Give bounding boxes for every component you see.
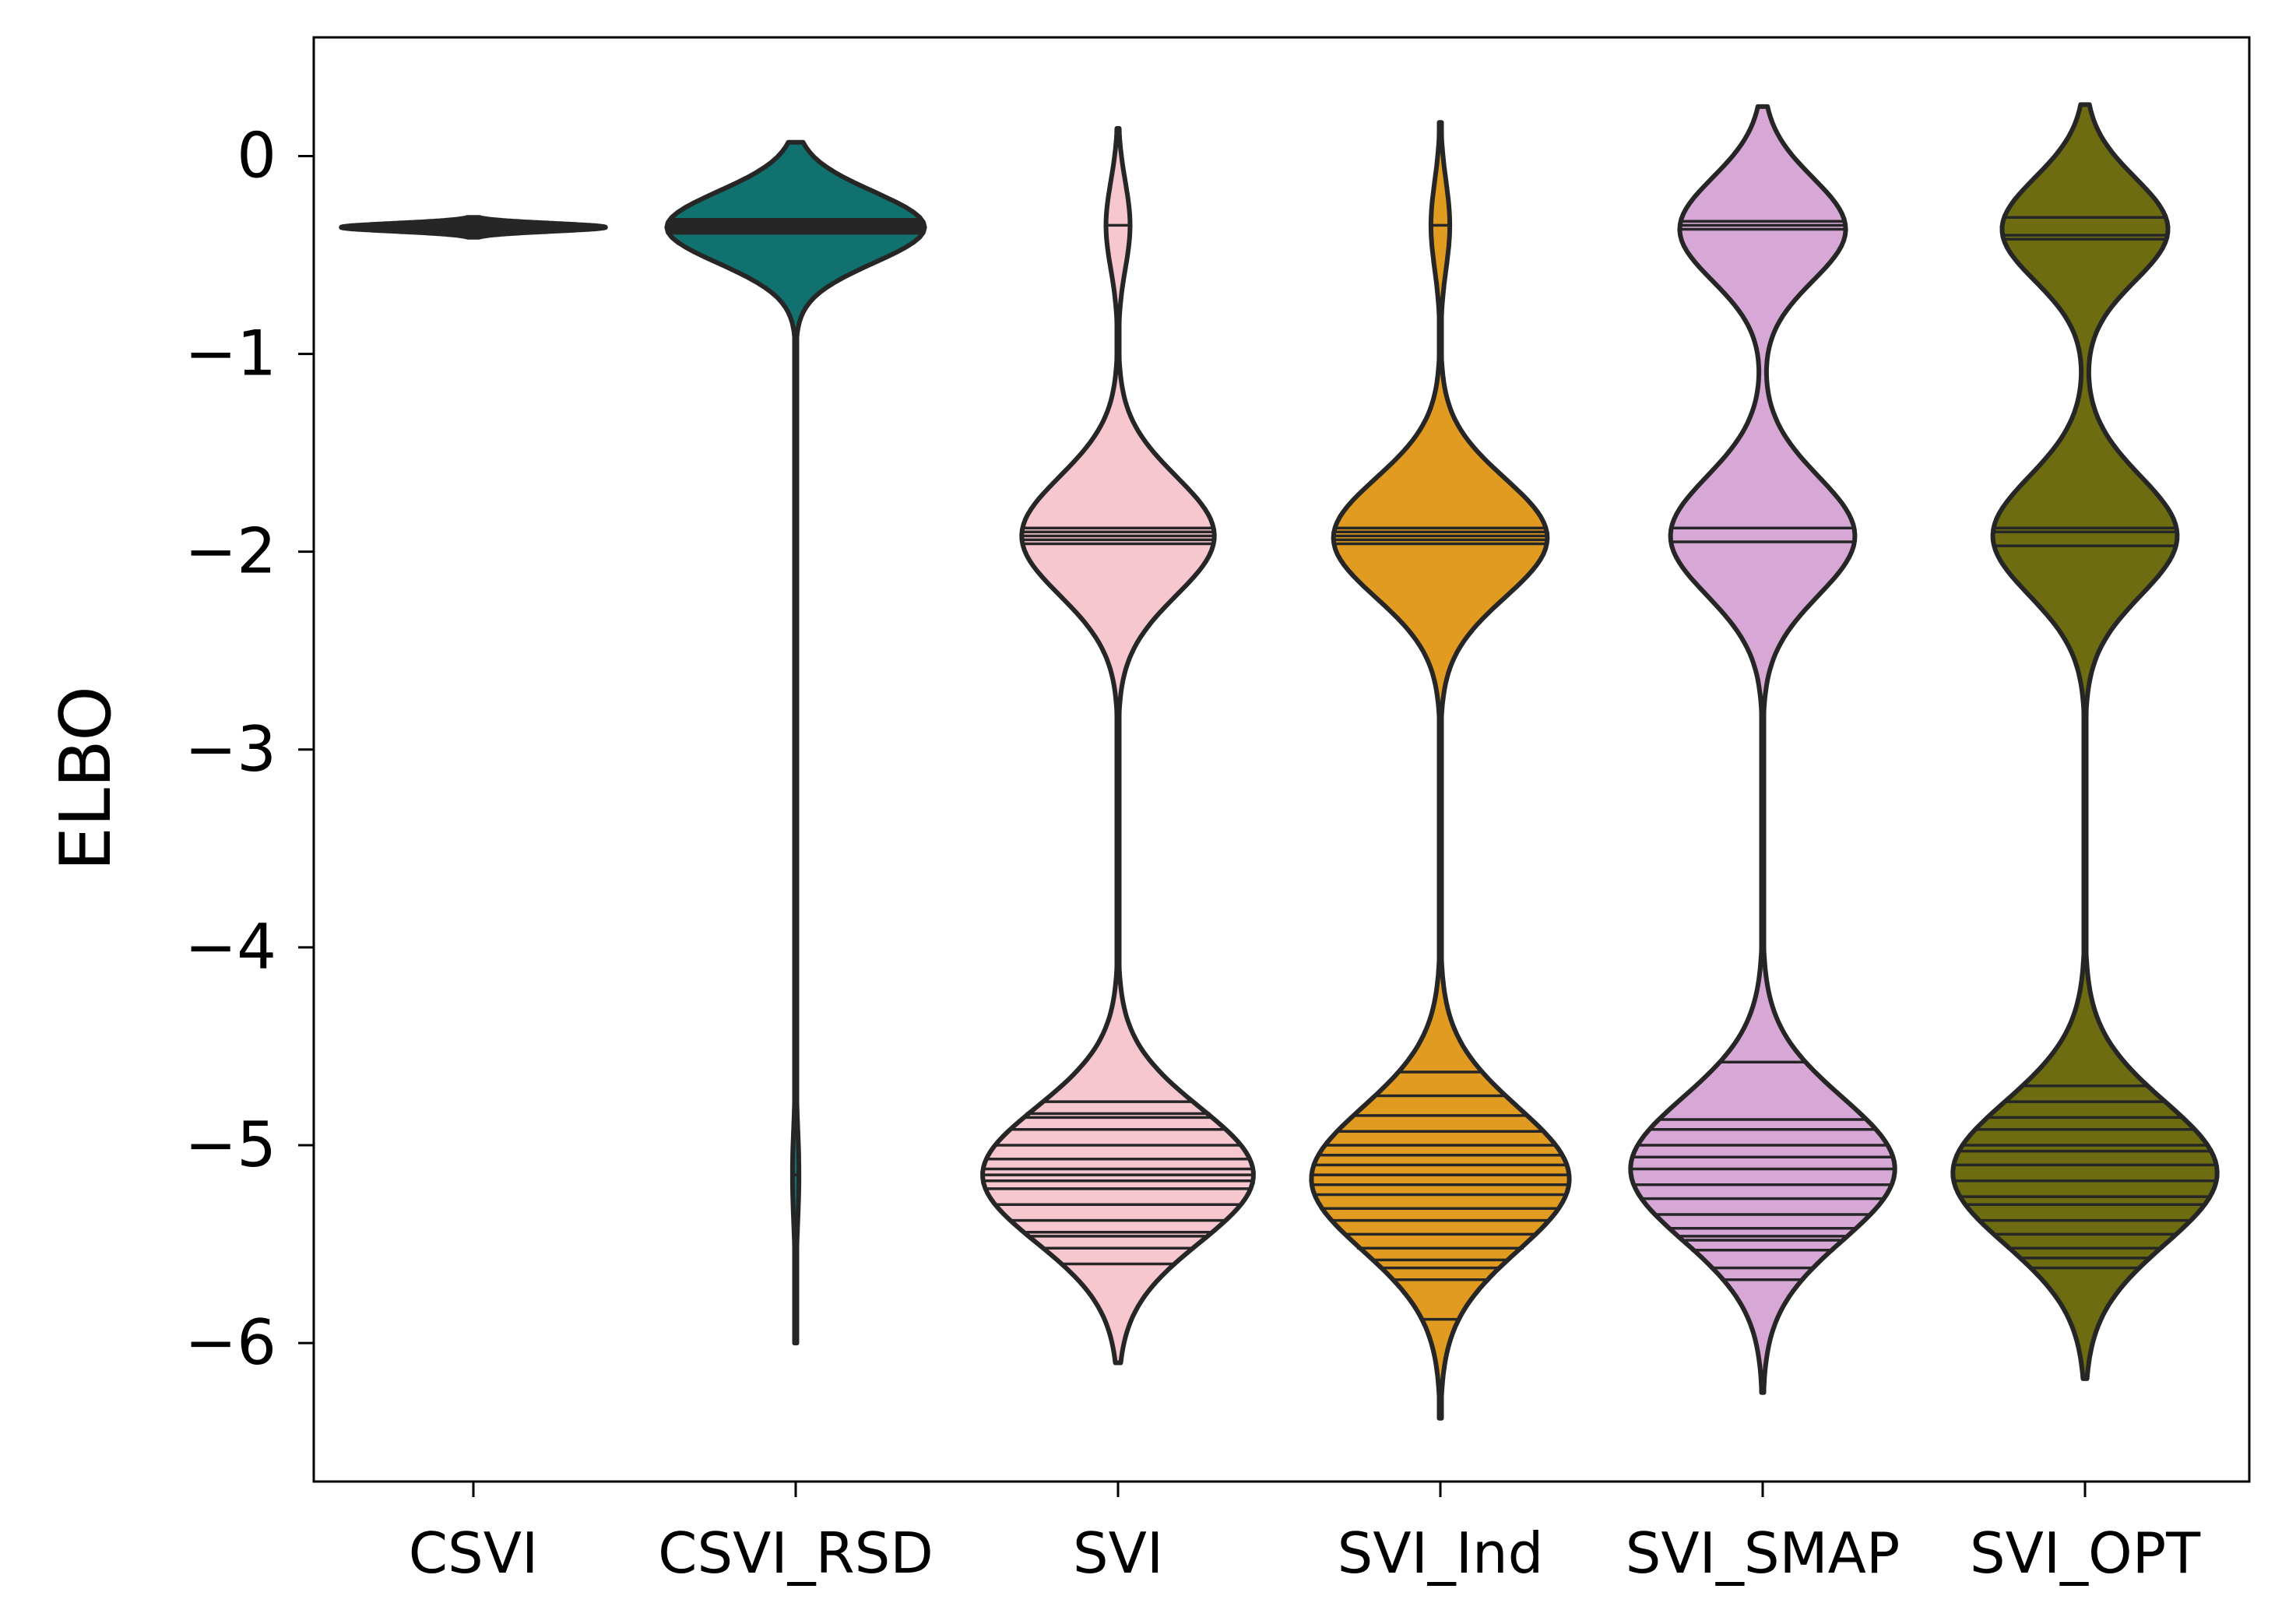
plot-area-frame — [312, 36, 2251, 1483]
violin-body — [1309, 120, 1572, 1421]
y-tick-label: −4 — [185, 911, 276, 983]
x-tick-label: CSVI — [409, 1520, 538, 1586]
y-tick-label: −2 — [185, 515, 276, 588]
violin-layer — [339, 102, 2220, 1421]
y-tick-label: −6 — [185, 1306, 276, 1379]
violin-svi — [980, 125, 1256, 1366]
x-axis: CSVI CSVI_RSD SVI SVI_Ind SVI_SMAP SVI_OPT — [409, 1482, 2201, 1586]
y-tick-label: 0 — [237, 119, 276, 192]
y-axis-label: ELBO — [45, 686, 127, 871]
y-axis: 0 −1 −2 −3 −4 −5 −6 — [185, 119, 314, 1379]
violin-body — [1628, 104, 1897, 1395]
y-tick-label: −3 — [185, 713, 276, 786]
violin-body — [1950, 102, 2220, 1381]
violin-csvi-rsd — [664, 139, 927, 1346]
x-tick-label: SVI_OPT — [1970, 1520, 2201, 1586]
violin-svi-opt — [1950, 102, 2220, 1381]
violin-body — [980, 125, 1256, 1366]
x-tick-label: SVI — [1073, 1520, 1163, 1586]
violin-svi-smap — [1628, 104, 1897, 1395]
x-tick-label: CSVI_RSD — [658, 1520, 934, 1586]
violin-csvi — [339, 215, 608, 240]
violin-svi-ind — [1309, 120, 1572, 1421]
x-tick-label: SVI_SMAP — [1626, 1520, 1900, 1586]
violin-body — [664, 139, 927, 1346]
y-tick-label: −1 — [185, 318, 276, 390]
y-tick-label: −5 — [185, 1109, 276, 1181]
x-tick-label: SVI_Ind — [1338, 1520, 1544, 1586]
